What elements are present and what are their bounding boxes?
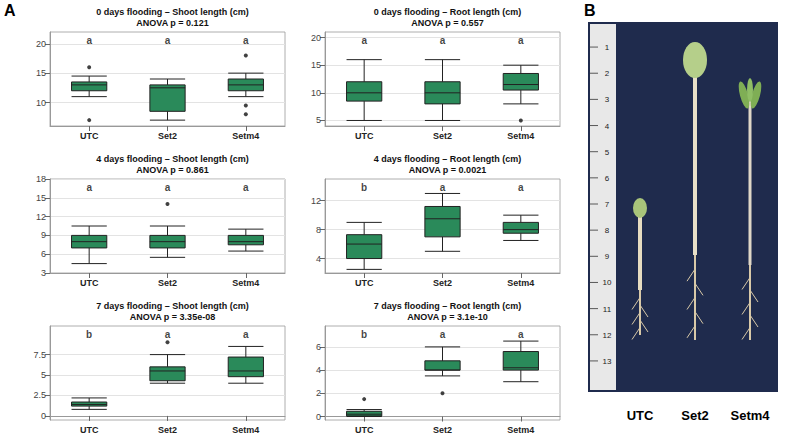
svg-text:8: 8: [316, 225, 321, 235]
svg-text:a: a: [440, 182, 446, 193]
svg-text:b: b: [361, 329, 367, 340]
svg-text:Set2: Set2: [433, 425, 452, 435]
svg-text:20: 20: [311, 33, 321, 43]
svg-text:Setm4: Setm4: [232, 425, 259, 435]
svg-text:20: 20: [36, 39, 46, 49]
svg-text:5: 5: [605, 148, 610, 157]
svg-text:a: a: [518, 182, 524, 193]
svg-text:a: a: [361, 35, 367, 46]
svg-text:Setm4: Setm4: [232, 131, 259, 141]
svg-text:Setm4: Setm4: [232, 278, 259, 288]
svg-text:a: a: [165, 329, 171, 340]
svg-text:a: a: [518, 329, 524, 340]
svg-text:6: 6: [605, 174, 610, 183]
svg-text:a: a: [86, 182, 92, 193]
svg-text:12: 12: [603, 331, 612, 340]
svg-text:15: 15: [36, 68, 46, 78]
svg-text:UTC: UTC: [355, 278, 374, 288]
svg-text:b: b: [361, 182, 367, 193]
svg-text:12: 12: [311, 196, 321, 206]
svg-text:11: 11: [603, 305, 612, 314]
svg-text:10: 10: [36, 98, 46, 108]
svg-text:3: 3: [41, 268, 46, 278]
svg-text:7 days flooding – Root length: 7 days flooding – Root length (cm): [374, 301, 522, 311]
svg-text:UTC: UTC: [355, 131, 374, 141]
svg-text:18: 18: [36, 174, 46, 184]
svg-text:Set2: Set2: [158, 425, 177, 435]
svg-text:UTC: UTC: [627, 408, 654, 423]
svg-text:4 days flooding – Root length: 4 days flooding – Root length (cm): [374, 154, 522, 164]
svg-text:ANOVA p = 0.861: ANOVA p = 0.861: [136, 165, 208, 175]
svg-text:a: a: [440, 35, 446, 46]
svg-text:6: 6: [41, 249, 46, 259]
svg-text:3: 3: [605, 95, 610, 104]
svg-text:0: 0: [316, 412, 321, 422]
svg-text:2: 2: [316, 388, 321, 398]
svg-text:a: a: [518, 35, 524, 46]
svg-text:Setm4: Setm4: [507, 425, 534, 435]
svg-text:1: 1: [605, 43, 610, 52]
svg-text:0 days flooding – Root length: 0 days flooding – Root length (cm): [374, 7, 522, 17]
svg-text:b: b: [86, 329, 92, 340]
svg-text:a: a: [243, 329, 249, 340]
svg-text:10: 10: [311, 88, 321, 98]
svg-text:5: 5: [316, 115, 321, 125]
svg-text:6: 6: [316, 342, 321, 352]
svg-text:7.5: 7.5: [33, 350, 46, 360]
svg-text:UTC: UTC: [355, 425, 374, 435]
svg-text:0: 0: [41, 411, 46, 421]
svg-text:a: a: [86, 35, 92, 46]
svg-text:4 days flooding – Shoot length: 4 days flooding – Shoot length (cm): [96, 154, 249, 164]
svg-text:Set2: Set2: [433, 278, 452, 288]
svg-text:Setm4: Setm4: [507, 131, 534, 141]
svg-text:Set2: Set2: [158, 278, 177, 288]
svg-text:UTC: UTC: [80, 278, 99, 288]
svg-text:a: a: [243, 182, 249, 193]
svg-text:2: 2: [605, 69, 610, 78]
svg-text:ANOVA p = 0.557: ANOVA p = 0.557: [411, 18, 483, 28]
svg-text:Set2: Set2: [433, 131, 452, 141]
svg-text:13: 13: [603, 357, 612, 366]
svg-text:15: 15: [36, 193, 46, 203]
svg-text:8: 8: [605, 226, 610, 235]
svg-text:Setm4: Setm4: [507, 278, 534, 288]
svg-text:2.5: 2.5: [33, 390, 46, 400]
svg-text:Set2: Set2: [158, 131, 177, 141]
svg-text:0 days flooding – Shoot length: 0 days flooding – Shoot length (cm): [96, 7, 249, 17]
svg-text:10: 10: [603, 278, 612, 287]
svg-text:a: a: [165, 182, 171, 193]
svg-text:UTC: UTC: [80, 131, 99, 141]
svg-text:5: 5: [41, 370, 46, 380]
svg-text:4: 4: [316, 365, 321, 375]
svg-text:9: 9: [41, 230, 46, 240]
svg-text:Set2: Set2: [681, 408, 708, 423]
svg-text:a: a: [440, 329, 446, 340]
svg-text:a: a: [243, 35, 249, 46]
svg-text:7 days flooding – Shoot length: 7 days flooding – Shoot length (cm): [96, 301, 249, 311]
svg-text:a: a: [165, 35, 171, 46]
svg-text:ANOVA p = 3.35e-08: ANOVA p = 3.35e-08: [130, 312, 215, 322]
html-text:A: A: [4, 2, 16, 19]
svg-text:UTC: UTC: [80, 425, 99, 435]
svg-text:4: 4: [605, 122, 610, 131]
svg-text:Setm4: Setm4: [730, 408, 770, 423]
svg-text:4: 4: [316, 254, 321, 264]
svg-text:ANOVA p = 0.121: ANOVA p = 0.121: [136, 18, 208, 28]
svg-text:12: 12: [36, 212, 46, 222]
svg-text:B: B: [584, 2, 596, 19]
svg-text:ANOVA p = 3.1e-10: ANOVA p = 3.1e-10: [407, 312, 487, 322]
svg-text:ANOVA p = 0.0021: ANOVA p = 0.0021: [409, 165, 486, 175]
svg-text:9: 9: [605, 252, 610, 261]
svg-text:15: 15: [311, 60, 321, 70]
svg-text:7: 7: [605, 200, 610, 209]
